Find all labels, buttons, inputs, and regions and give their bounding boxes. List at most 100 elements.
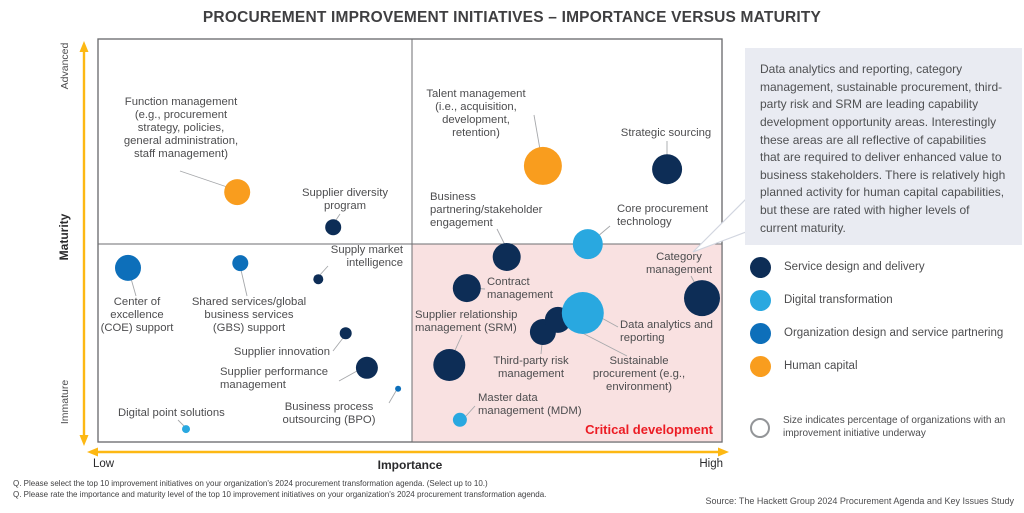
bubble [572, 229, 603, 260]
leader-line [179, 170, 234, 190]
legend-label: Service design and delivery [784, 261, 925, 274]
bubble-label: management [487, 289, 554, 301]
bubble-label: Sustainable [609, 355, 668, 367]
bubble [355, 356, 378, 379]
insight-callout: Data analytics and reporting, category m… [745, 48, 1022, 245]
bubble-label: environment) [606, 381, 672, 393]
leader-line [465, 405, 476, 417]
bubble-label: business services [204, 309, 294, 321]
bubble-label: management (SRM) [415, 322, 517, 334]
bubble [433, 349, 466, 381]
x-axis-arrowhead-right [718, 447, 729, 457]
bubble-label: intelligence [346, 257, 403, 269]
y-axis-max-label: Advanced [59, 42, 71, 89]
bubble-label: Contract [487, 276, 531, 288]
bubble [115, 254, 141, 281]
legend-item: Organization design and service partneri… [750, 323, 1022, 344]
leader-line [332, 337, 344, 352]
bubble-label: management [646, 264, 713, 276]
insight-text: Data analytics and reporting, category m… [760, 62, 1006, 235]
bubble [652, 154, 683, 185]
leader-line [338, 370, 358, 382]
critical-development-label: Critical development [585, 422, 714, 437]
bubble-label: Strategic sourcing [621, 127, 711, 139]
bubble-label: management (MDM) [478, 405, 582, 417]
leader-line [240, 269, 248, 297]
bubble-label: Talent management [426, 88, 526, 100]
bubble-label: procurement (e.g., [593, 368, 685, 380]
bubble-label: reporting [620, 332, 665, 344]
bubble [224, 179, 251, 206]
size-legend: Size indicates percentage of organizatio… [750, 415, 1022, 440]
legend-dot-icon [750, 323, 771, 344]
bubble [561, 292, 604, 334]
bubble [232, 255, 249, 272]
legend-item: Digital transformation [750, 290, 1022, 311]
bubble-label: management [498, 368, 565, 380]
bubble-label: Supplier relationship [415, 309, 517, 321]
bubble-label: Third-party risk [493, 355, 569, 367]
figure-title: PROCUREMENT IMPROVEMENT INITIATIVES – IM… [202, 9, 822, 26]
x-axis-max-label: High [699, 458, 723, 470]
bubble-label: Core procurement [617, 203, 709, 215]
bubble [523, 146, 562, 185]
bubble [684, 280, 720, 317]
bubble-label: (GBS) support [213, 322, 286, 334]
x-axis-min-label: Low [93, 458, 115, 470]
source-note: Source: The Hackett Group 2024 Procureme… [705, 496, 1014, 506]
bubble-label: Category [656, 251, 702, 263]
bubble-label: Function management [125, 96, 238, 108]
legend-dot-icon [750, 290, 771, 311]
size-legend-text: Size indicates percentage of organizatio… [783, 415, 1006, 439]
size-circle-icon [750, 417, 770, 438]
bubble-label: Business process [285, 401, 374, 413]
leader-line [388, 390, 397, 404]
bubble-label: partnering/stakeholder [430, 204, 543, 216]
x-axis-arrowhead-left [87, 447, 98, 457]
bubble-label: Shared services/global [192, 296, 306, 308]
bubble [395, 385, 402, 392]
y-axis-arrowhead-top [79, 41, 89, 52]
bubble-label: Supplier innovation [234, 346, 330, 358]
x-axis-title: Importance [378, 458, 443, 472]
bubble-label: program [324, 200, 366, 212]
bubble-label: outsourcing (BPO) [283, 414, 376, 426]
bubble-label: engagement [430, 217, 494, 229]
footnote-2: Q. Please rate the importance and maturi… [13, 489, 547, 499]
bubble-label: Center of [114, 296, 161, 308]
bubble-label: technology [617, 216, 672, 228]
bubble-label: Business [430, 191, 476, 203]
footnotes: Q. Please select the top 10 improvement … [13, 479, 546, 500]
bubble-label: development, [442, 114, 510, 126]
bubble-label: excellence [110, 309, 163, 321]
bubble-label: general administration, [124, 135, 238, 147]
bubble-label: Supplier performance [220, 366, 328, 378]
legend-item: Human capital [750, 356, 1022, 377]
bubble-label: Digital point solutions [118, 407, 225, 419]
legend-label: Digital transformation [784, 294, 893, 307]
bubble [325, 219, 342, 236]
bubble-label: (COE) support [101, 322, 175, 334]
y-axis-min-label: Immature [59, 380, 71, 425]
leader-line [318, 265, 329, 277]
bubble-label: retention) [452, 127, 500, 139]
legend-dot-icon [750, 257, 771, 278]
bubble [182, 425, 190, 434]
legend-item: Service design and delivery [750, 257, 1022, 278]
bubble [452, 274, 481, 303]
bubble-label: Data analytics and [620, 319, 713, 331]
bubble-label: staff management) [134, 148, 228, 160]
callout-pointer [692, 199, 745, 253]
bubble-label: Supply market [331, 244, 404, 256]
bubble-label: strategy, policies, [138, 122, 224, 134]
leader-line [177, 419, 185, 427]
legend-label: Organization design and service partneri… [784, 327, 1004, 340]
bubble-label: Master data [478, 392, 538, 404]
legend-dot-icon [750, 356, 771, 377]
legend-label: Human capital [784, 360, 858, 373]
bubble [339, 327, 352, 340]
bubble [313, 274, 324, 285]
footnote-1: Q. Please select the top 10 improvement … [13, 479, 488, 488]
bubble-label: (i.e., acquisition, [435, 101, 517, 113]
bubble-label: management [220, 379, 287, 391]
